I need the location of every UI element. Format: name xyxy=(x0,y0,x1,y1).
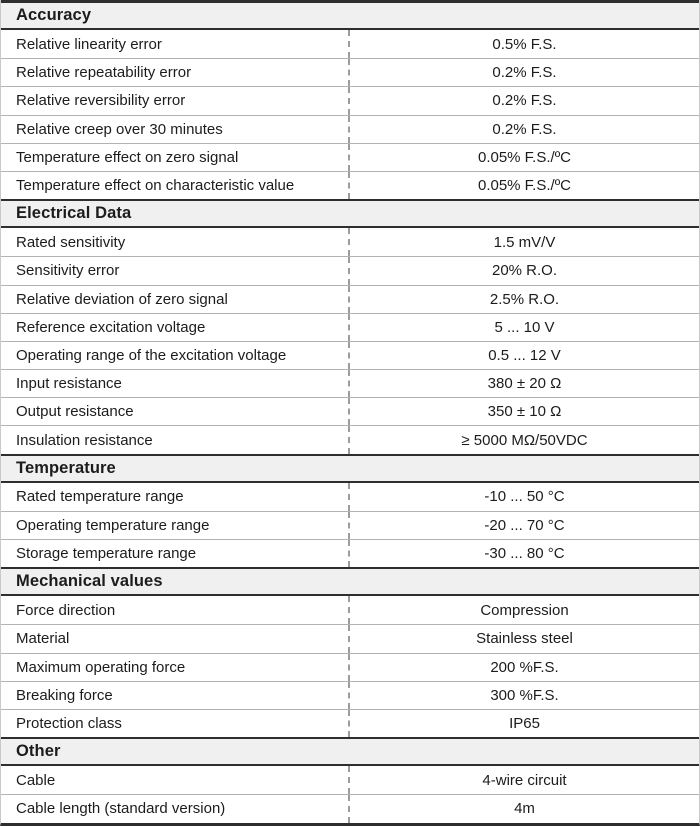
row-value: 4m xyxy=(514,800,535,818)
section-header: Electrical Data xyxy=(1,199,699,229)
row-value: 0.05% F.S./ºC xyxy=(477,177,572,195)
row-value: 5 ... 10 V xyxy=(494,318,555,336)
row-value: 0.5 ... 12 V xyxy=(488,346,561,364)
row-label: Relative deviation of zero signal xyxy=(1,285,350,313)
section-mechanical-values: Mechanical values Force direction Compress… xyxy=(1,567,699,738)
row-value: -10 ... 50 °C xyxy=(484,488,565,506)
row-label: Protection class xyxy=(1,709,350,738)
table-row: Material Stainless steel xyxy=(1,624,699,653)
table-row: Reference excitation voltage 5 ... 10 V xyxy=(1,312,699,341)
table-row: Storage temperature range -30 ... 80 °C xyxy=(1,539,699,568)
row-value: 20% R.O. xyxy=(491,262,558,280)
section-title: Other xyxy=(16,742,61,761)
section-title: Mechanical values xyxy=(16,572,163,591)
section-title: Temperature xyxy=(16,458,116,477)
section-temperature: Temperature Rated temperature range -10 ..… xyxy=(1,453,699,568)
table-row: Output resistance 350 ± 10 Ω xyxy=(1,397,699,426)
table-row: Relative creep over 30 minutes 0.2% F.S. xyxy=(1,114,699,143)
row-label: Output resistance xyxy=(1,398,350,426)
row-label: Relative reversibility error xyxy=(1,87,350,115)
section-title: Accuracy xyxy=(16,6,92,24)
table-row: Sensitivity error 20% R.O. xyxy=(1,256,699,285)
row-label: Sensitivity error xyxy=(1,257,350,285)
table-row: Operating range of the excitation voltag… xyxy=(1,340,699,370)
row-label: Cable xyxy=(1,766,350,795)
row-label: Input resistance xyxy=(1,370,350,398)
row-label: Relative creep over 30 minutes xyxy=(1,115,350,143)
section-header: Other xyxy=(1,737,699,767)
row-label: Reference excitation voltage xyxy=(1,313,350,341)
table-row: Temperature effect on characteristic val… xyxy=(1,170,699,200)
row-label: Storage temperature range xyxy=(1,540,350,568)
section-header: Temperature xyxy=(1,453,699,483)
row-value: 0.5% F.S. xyxy=(492,35,557,53)
row-label: Cable length (standard version) xyxy=(1,795,350,823)
table-row: Rated sensitivity 1.5 mV/V xyxy=(1,228,699,257)
row-label: Operating temperature range xyxy=(1,511,350,539)
row-label: Temperature effect on characteristic val… xyxy=(1,171,350,200)
table-row: Relative reversibility error 0.2% F.S. xyxy=(1,86,699,115)
row-label: Relative linearity error xyxy=(1,30,350,59)
table-row: Temperature effect on zero signal 0.05% F… xyxy=(1,142,699,171)
row-value: 200 %F.S. xyxy=(490,658,559,676)
section-header: Accuracy xyxy=(1,0,699,30)
table-row: Rated temperature range -10 ... 50 °C xyxy=(1,482,699,511)
table-row: Operating temperature range -20 ... 70 °C xyxy=(1,510,699,539)
row-label: Force direction xyxy=(1,596,350,625)
section-accuracy: Accuracy Relative linearity error 0.5% F.S… xyxy=(1,0,699,200)
row-value: Compression xyxy=(480,601,569,619)
row-value: Stainless steel xyxy=(476,630,573,648)
row-value: 4-wire circuit xyxy=(482,771,567,789)
row-value: 1.5 mV/V xyxy=(493,233,556,251)
row-value: 0.2% F.S. xyxy=(492,120,557,138)
row-label: Temperature effect on zero signal xyxy=(1,143,350,171)
row-value: ≥ 5000 MΩ/50VDC xyxy=(461,431,588,449)
row-value: 0.2% F.S. xyxy=(492,64,557,82)
row-label: Operating range of the excitation voltag… xyxy=(1,341,350,370)
row-value: 350 ± 10 Ω xyxy=(487,403,562,421)
row-value: 0.2% F.S. xyxy=(492,92,557,110)
table-row: Breaking force 300 %F.S. xyxy=(1,680,699,709)
table-row: Force direction Compression xyxy=(1,596,699,625)
section-electrical-data: Electrical Data Rated sensitivity 1.5 mV/V… xyxy=(1,199,699,454)
row-label: Material xyxy=(1,625,350,653)
table-row: Relative repeatability error 0.2% F.S. xyxy=(1,58,699,87)
table-row: Protection class IP65 xyxy=(1,708,699,738)
row-value: 300 %F.S. xyxy=(490,686,559,704)
table-row: Cable 4-wire circuit xyxy=(1,766,699,795)
row-label: Insulation resistance xyxy=(1,426,350,454)
table-row: Relative linearity error 0.5% F.S. xyxy=(1,30,699,59)
table-row: Cable length (standard version) 4m xyxy=(1,794,699,823)
row-value: -30 ... 80 °C xyxy=(484,545,565,563)
row-value: IP65 xyxy=(509,715,540,733)
table-row: Maximum operating force 200 %F.S. xyxy=(1,652,699,681)
row-value: 0.05% F.S./ºC xyxy=(477,148,572,166)
row-label: Breaking force xyxy=(1,681,350,709)
table-row: Input resistance 380 ± 20 Ω xyxy=(1,369,699,398)
section-other: Other Cable 4-wire circuit Cable length (st… xyxy=(1,737,699,823)
row-label: Relative repeatability error xyxy=(1,59,350,87)
section-header: Mechanical values xyxy=(1,567,699,597)
row-value: 380 ± 20 Ω xyxy=(487,375,562,393)
row-value: -20 ... 70 °C xyxy=(484,516,565,534)
row-label: Rated temperature range xyxy=(1,482,350,511)
row-label: Rated sensitivity xyxy=(1,228,350,257)
row-value: 2.5% R.O. xyxy=(489,290,560,308)
section-title: Electrical Data xyxy=(16,204,132,223)
table-row: Relative deviation of zero signal 2.5% R.… xyxy=(1,284,699,313)
table-row: Insulation resistance ≥ 5000 MΩ/50VDC xyxy=(1,425,699,454)
row-label: Maximum operating force xyxy=(1,653,350,681)
